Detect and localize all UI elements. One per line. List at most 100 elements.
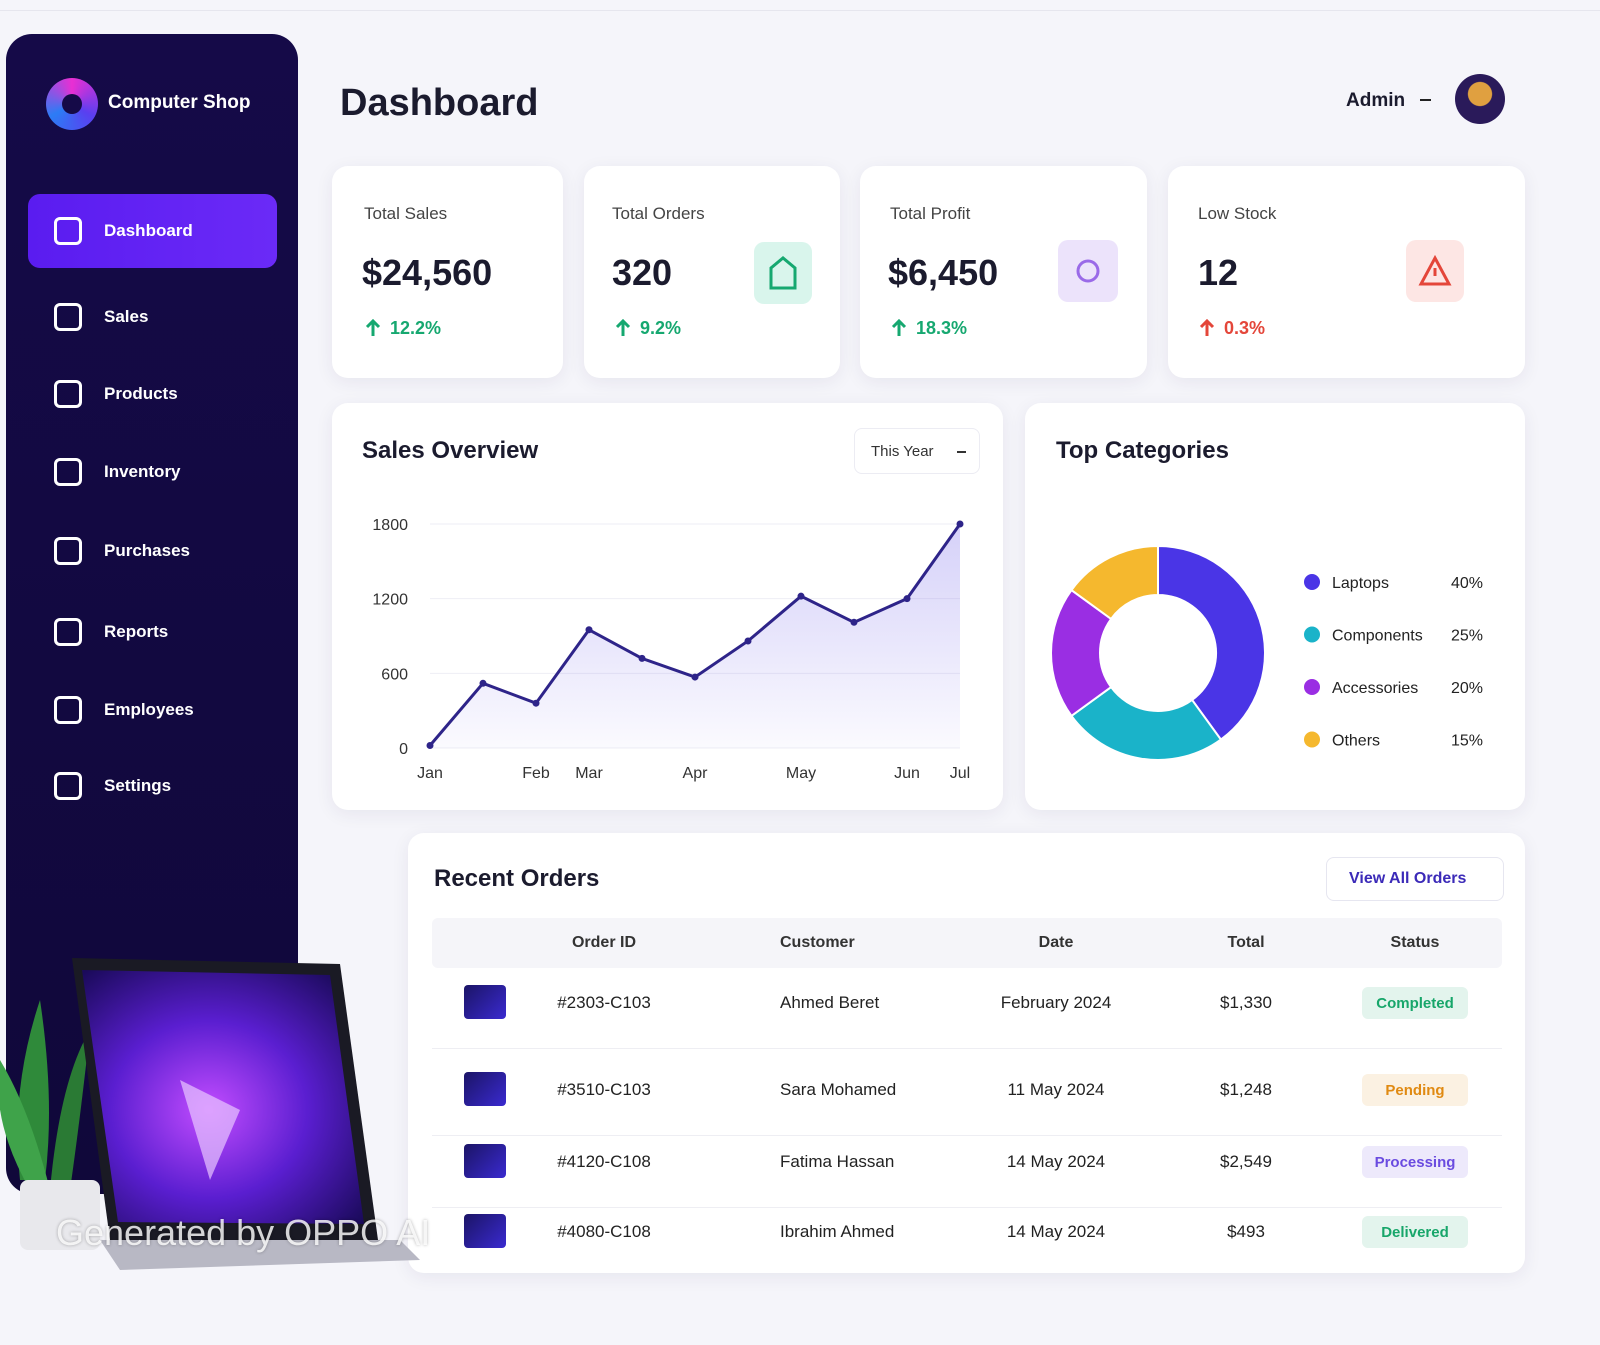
x-tick-label: Mar [575,765,603,782]
user-name[interactable]: Admin [1346,90,1406,111]
nav-item[interactable]: Reports [104,622,169,641]
status-badge: Pending [1362,1074,1468,1106]
stat-card: Total Profit $6,450 18.3% [860,166,1147,378]
nav-icon [54,458,82,486]
column-header: Total [1227,934,1265,951]
page-title: Dashboard [340,82,539,124]
table-cell: #2303-C103 [557,993,651,1012]
nav-item[interactable]: Settings [104,776,172,795]
top-edge [0,0,1600,11]
column-header: Order ID [571,934,636,951]
stat-card: Total Sales $24,560 12.2% [332,166,563,378]
nav-item[interactable]: Sales [104,307,149,326]
nav-icon [54,772,82,800]
x-tick-label: Jun [894,765,920,782]
table-cell: Sara Mohamed [780,1080,897,1099]
table-cell: #4080-C108 [557,1222,651,1241]
legend-swatch [1304,731,1320,748]
point [426,742,434,750]
nav-item[interactable]: Inventory [104,462,181,481]
orders-card: Recent Orders View All Orders Order ID Cu… [408,833,1525,1273]
table-cell: 11 May 2024 [1007,1080,1105,1099]
orders-title: Recent Orders [434,865,600,892]
donut-chart: Laptops 40% Components 25% Accessories 20% Oth… [1050,544,1483,761]
legend-label: Accessories [1332,680,1418,697]
donut-slice [1070,685,1223,761]
stat-icon [754,242,812,304]
table-cell: $1,248 [1220,1080,1272,1099]
y-tick-label: 1200 [372,592,408,609]
stat-value: 320 [612,252,673,293]
button-label: View All Orders [1349,870,1467,887]
nav-active[interactable] [28,194,277,268]
x-tick-label: Apr [683,765,709,782]
legend-label: Others [1332,733,1380,750]
trend-arrow [1199,318,1215,336]
product-icon [464,985,506,1019]
trend-arrow [615,318,631,336]
point [585,626,593,634]
x-tick-label: May [786,765,816,782]
area [430,524,960,748]
stat-change: 9.2% [640,318,682,338]
period-select[interactable]: This Year [854,428,980,474]
point [638,654,646,662]
brand: Computer Shop [108,92,251,113]
divider [432,1207,1502,1208]
nav-icon [54,537,82,565]
laptop-illustration [0,958,420,1270]
stat-label: Total Profit [890,204,971,223]
stat-value: 12 [1198,252,1239,293]
stat-label: Total Sales [364,204,448,223]
product-icon [464,1214,506,1248]
status-badge: Delivered [1362,1216,1468,1248]
y-tick-label: 1800 [372,517,408,534]
legend-swatch [1304,574,1320,590]
point [850,618,858,626]
table-cell: 14 May 2024 [1006,1222,1106,1241]
stat-change: 12.2% [390,318,442,338]
line-chart: 0 600 1200 1800 Jan Feb Mar Apr May Jun Jul [372,517,970,782]
point [956,520,964,528]
point [903,595,911,603]
trend-arrow [891,318,907,336]
column-header: Status [1390,934,1440,951]
table-cell: $493 [1227,1222,1265,1241]
divider [432,1048,1502,1049]
logo [46,78,98,130]
nav-item[interactable]: Products [104,384,178,403]
nav-item[interactable]: Dashboard [104,221,193,240]
stat-label: Total Orders [612,204,705,223]
stat-value: $24,560 [362,252,493,293]
stat-value: $6,450 [888,252,999,293]
point [797,592,805,600]
avatar[interactable] [1455,74,1505,124]
y-tick-label: 600 [381,666,408,683]
table-cell: 14 May 2024 [1006,1152,1106,1171]
trend-arrow [365,318,381,336]
divider [432,1135,1502,1136]
chart-title: Sales Overview [362,437,539,464]
nav-item[interactable]: Employees [104,700,194,719]
chart-title: Top Categories [1056,437,1229,464]
donut-slice [1070,544,1159,621]
product-icon [464,1072,506,1106]
nav-icon [54,696,82,724]
table-cell: Fatima Hassan [780,1152,895,1171]
legend-swatch [1304,679,1320,695]
donut-slice [1157,544,1266,741]
legend-value: 40% [1451,575,1483,592]
table-cell: $1,330 [1220,993,1272,1012]
caret [1420,99,1431,101]
column-header: Date [1038,934,1074,951]
x-tick-label: Jul [950,765,970,782]
status-badge: Processing [1362,1146,1468,1178]
view-all-button[interactable]: View All Orders [1326,857,1504,901]
point [691,673,699,681]
status-badge: Completed [1362,987,1468,1019]
nav-item[interactable]: Purchases [104,541,190,560]
table-cell: $2,549 [1220,1152,1272,1171]
point [744,637,752,645]
y-tick-label: 0 [399,741,408,758]
